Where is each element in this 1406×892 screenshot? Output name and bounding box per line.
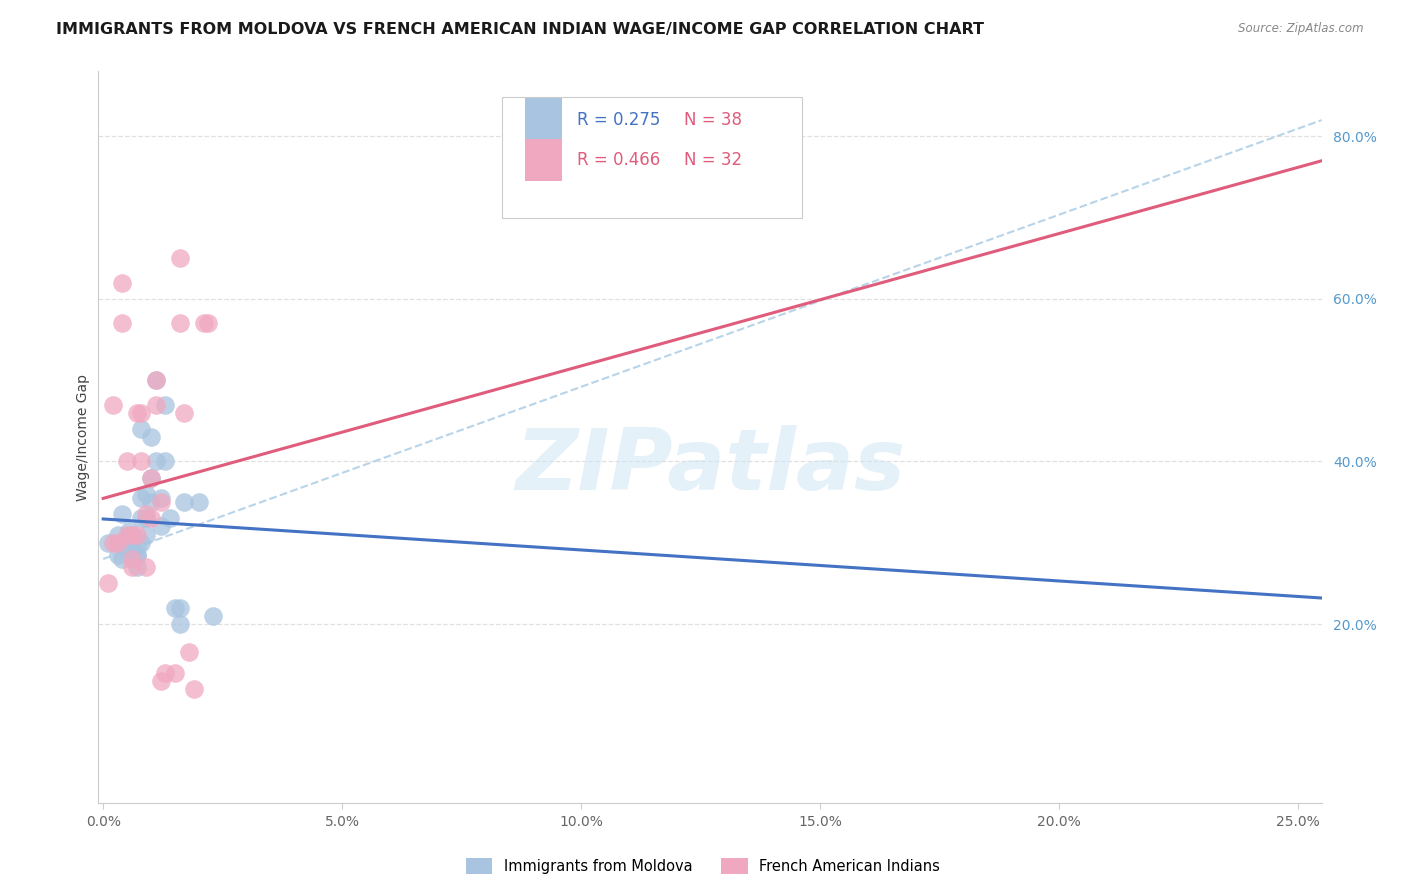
Point (193, 316, 215, 330)
Point (187, 495, 209, 509)
Point (155, 454, 177, 468)
Point (115, 454, 138, 468)
Text: R = 0.275: R = 0.275 (576, 111, 659, 128)
Point (97, 576, 120, 591)
Point (131, 406, 153, 420)
Point (121, 552, 143, 566)
Point (125, 548, 148, 562)
Point (139, 495, 162, 509)
Point (131, 511, 153, 525)
Point (159, 511, 181, 525)
Point (107, 535, 129, 549)
Point (202, 608, 225, 623)
Point (149, 495, 172, 509)
Point (169, 600, 191, 615)
Point (197, 316, 219, 330)
Point (155, 665, 177, 680)
Point (145, 373, 167, 387)
Point (173, 495, 195, 509)
Text: IMMIGRANTS FROM MOLDOVA VS FRENCH AMERICAN INDIAN WAGE/INCOME GAP CORRELATION CH: IMMIGRANTS FROM MOLDOVA VS FRENCH AMERIC… (56, 22, 984, 37)
Point (121, 527, 143, 541)
Point (135, 527, 157, 541)
Point (125, 548, 148, 562)
Point (149, 673, 172, 688)
Point (131, 491, 153, 505)
Point (125, 560, 148, 574)
Point (107, 527, 129, 541)
Point (135, 560, 157, 574)
Point (125, 540, 148, 554)
Point (97, 535, 120, 549)
Point (139, 511, 162, 525)
Text: Source: ZipAtlas.com: Source: ZipAtlas.com (1239, 22, 1364, 36)
FancyBboxPatch shape (502, 97, 801, 218)
Point (115, 535, 138, 549)
Point (155, 398, 177, 412)
Point (183, 681, 205, 696)
Point (101, 535, 124, 549)
Point (115, 527, 138, 541)
Point (107, 548, 129, 562)
Point (145, 398, 167, 412)
Text: N = 32: N = 32 (685, 151, 742, 169)
Text: N = 38: N = 38 (685, 111, 742, 128)
Point (163, 600, 186, 615)
Point (118, 524, 141, 538)
Point (139, 471, 162, 485)
Point (135, 511, 157, 525)
Point (125, 406, 148, 420)
Point (101, 398, 124, 412)
FancyBboxPatch shape (526, 138, 562, 181)
Point (131, 535, 153, 549)
Point (131, 454, 153, 468)
Point (121, 527, 143, 541)
Point (111, 316, 134, 330)
Text: ZIPatlas: ZIPatlas (515, 425, 905, 508)
Point (169, 252, 191, 266)
Point (115, 532, 138, 546)
Point (145, 454, 167, 468)
FancyBboxPatch shape (526, 98, 562, 141)
Point (179, 645, 201, 659)
Y-axis label: Wage/Income Gap: Wage/Income Gap (76, 374, 90, 500)
Point (111, 508, 134, 522)
Point (125, 527, 148, 541)
Point (173, 406, 195, 420)
Point (115, 544, 138, 558)
Point (149, 519, 172, 533)
Point (139, 430, 162, 444)
Point (121, 535, 143, 549)
Point (111, 552, 134, 566)
Point (131, 422, 153, 436)
Point (121, 560, 143, 574)
Point (135, 487, 157, 501)
Point (169, 617, 191, 632)
Legend: Immigrants from Moldova, French American Indians: Immigrants from Moldova, French American… (460, 852, 946, 880)
Point (163, 665, 186, 680)
Text: R = 0.466: R = 0.466 (576, 151, 659, 169)
Point (135, 508, 157, 522)
Point (149, 491, 172, 505)
Point (111, 276, 134, 290)
Point (139, 471, 162, 485)
Point (145, 373, 167, 387)
Point (169, 316, 191, 330)
